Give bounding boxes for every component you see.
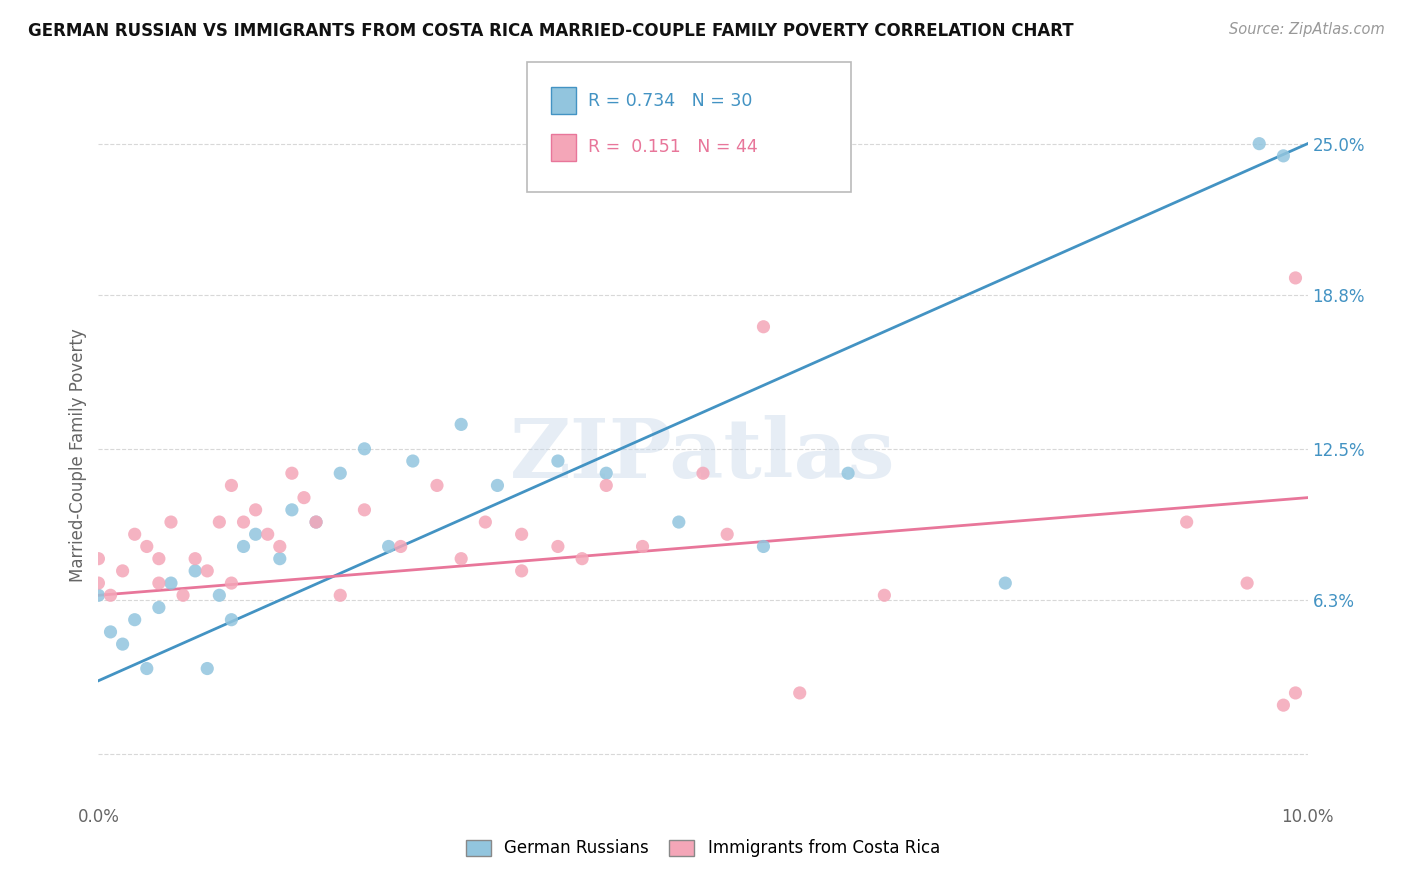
Point (692, 467, 714, 481)
Legend: German Russians, Immigrants from Costa Rica: German Russians, Immigrants from Costa R… (460, 833, 946, 864)
Point (281, 467, 304, 481)
Point (195, 564, 218, 578)
Point (547, 540, 569, 554)
Point (450, 551, 472, 566)
Point (510, 527, 533, 541)
Point (269, 540, 291, 554)
Point (208, 515, 231, 529)
Point (595, 467, 617, 481)
Point (124, 527, 146, 541)
Point (1236, 576, 1258, 591)
Point (269, 551, 291, 566)
Point (135, 540, 157, 554)
Point (305, 515, 328, 529)
Point (148, 576, 170, 591)
Point (184, 551, 207, 566)
Point (789, 686, 811, 700)
Point (994, 576, 1017, 591)
Point (716, 527, 738, 541)
Point (221, 576, 243, 591)
Y-axis label: Married-Couple Family Poverty: Married-Couple Family Poverty (69, 328, 87, 582)
Point (474, 515, 496, 529)
Point (426, 478, 449, 492)
Point (160, 515, 183, 529)
Point (752, 540, 775, 554)
Point (172, 588, 194, 602)
Point (353, 503, 375, 517)
Text: ZIPatlas: ZIPatlas (510, 415, 896, 495)
Point (1175, 515, 1198, 529)
Point (184, 564, 207, 578)
Point (486, 478, 509, 492)
Point (1249, 136, 1271, 151)
Point (329, 467, 352, 481)
Point (631, 540, 654, 554)
Point (510, 564, 533, 578)
Point (87, 551, 110, 566)
Point (353, 442, 375, 456)
Point (377, 540, 399, 554)
Text: GERMAN RUSSIAN VS IMMIGRANTS FROM COSTA RICA MARRIED-COUPLE FAMILY POVERTY CORRE: GERMAN RUSSIAN VS IMMIGRANTS FROM COSTA … (28, 22, 1074, 40)
Point (305, 515, 328, 529)
Point (221, 613, 243, 627)
Point (873, 588, 896, 602)
Point (111, 564, 134, 578)
Point (547, 454, 569, 468)
Point (668, 515, 690, 529)
Point (256, 527, 278, 541)
Point (837, 467, 859, 481)
Point (100, 588, 122, 602)
Point (245, 503, 267, 517)
Point (571, 551, 593, 566)
Point (245, 527, 267, 541)
Point (402, 454, 425, 468)
Point (221, 478, 243, 492)
Point (752, 319, 775, 334)
Point (208, 588, 231, 602)
Point (111, 637, 134, 651)
Point (595, 478, 617, 492)
Point (292, 491, 315, 505)
Point (135, 661, 157, 675)
Text: Source: ZipAtlas.com: Source: ZipAtlas.com (1229, 22, 1385, 37)
Point (232, 515, 254, 529)
Point (329, 588, 352, 602)
Point (100, 624, 122, 639)
Point (1272, 149, 1295, 163)
Point (1272, 698, 1295, 713)
Point (160, 576, 183, 591)
Point (87, 588, 110, 602)
Point (148, 600, 170, 615)
Point (281, 503, 304, 517)
Point (148, 551, 170, 566)
Point (232, 540, 254, 554)
Point (195, 661, 218, 675)
Point (87, 576, 110, 591)
Point (389, 540, 412, 554)
Point (124, 613, 146, 627)
Point (450, 417, 472, 432)
Text: R = 0.734   N = 30: R = 0.734 N = 30 (588, 92, 752, 110)
Point (1284, 686, 1306, 700)
Point (1284, 271, 1306, 285)
Text: R =  0.151   N = 44: R = 0.151 N = 44 (588, 138, 758, 156)
